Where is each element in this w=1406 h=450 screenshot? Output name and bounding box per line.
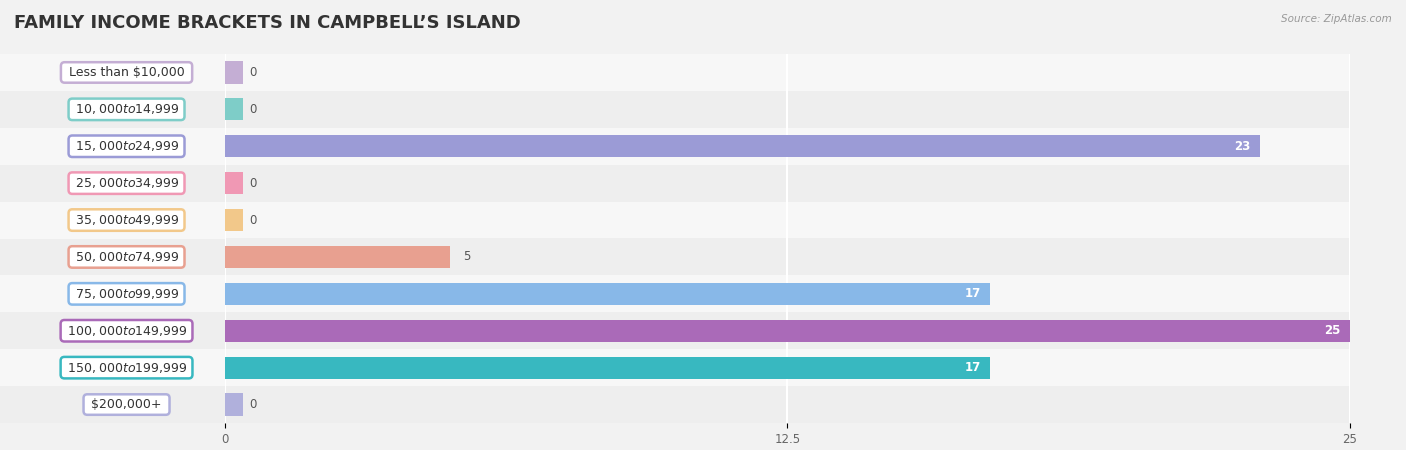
Text: $75,000 to $99,999: $75,000 to $99,999	[72, 287, 181, 301]
Bar	[225, 98, 243, 121]
Text: $25,000 to $34,999: $25,000 to $34,999	[72, 176, 181, 190]
Text: $200,000+: $200,000+	[87, 398, 166, 411]
Text: $15,000 to $24,999: $15,000 to $24,999	[72, 139, 181, 153]
Text: 17: 17	[965, 288, 981, 300]
Bar	[225, 91, 1350, 128]
Text: $50,000 to $74,999: $50,000 to $74,999	[72, 250, 181, 264]
Bar	[225, 393, 243, 416]
Text: 5: 5	[464, 251, 471, 263]
Bar	[225, 246, 450, 268]
Text: $35,000 to $49,999: $35,000 to $49,999	[72, 213, 181, 227]
Text: 25: 25	[1324, 324, 1341, 337]
Bar	[225, 61, 243, 84]
Bar	[225, 54, 1350, 91]
Text: 23: 23	[1234, 140, 1251, 153]
Text: 0: 0	[250, 103, 257, 116]
Text: $10,000 to $14,999: $10,000 to $14,999	[72, 102, 181, 117]
Bar	[225, 312, 1350, 349]
Bar	[225, 275, 1350, 312]
Bar	[225, 238, 1350, 275]
Bar	[225, 209, 243, 231]
Text: 17: 17	[965, 361, 981, 374]
Text: 0: 0	[250, 66, 257, 79]
Bar	[225, 128, 1350, 165]
Bar	[225, 283, 990, 305]
Bar	[225, 320, 1350, 342]
Bar	[225, 202, 1350, 238]
Text: Less than $10,000: Less than $10,000	[65, 66, 188, 79]
Text: 0: 0	[250, 177, 257, 189]
Bar	[225, 386, 1350, 423]
Bar	[225, 349, 1350, 386]
Text: 0: 0	[250, 214, 257, 226]
Bar	[225, 172, 243, 194]
Text: FAMILY INCOME BRACKETS IN CAMPBELL’S ISLAND: FAMILY INCOME BRACKETS IN CAMPBELL’S ISL…	[14, 14, 520, 32]
Bar	[225, 165, 1350, 202]
Bar	[225, 356, 990, 379]
Text: Source: ZipAtlas.com: Source: ZipAtlas.com	[1281, 14, 1392, 23]
Text: $100,000 to $149,999: $100,000 to $149,999	[65, 324, 188, 338]
Bar	[225, 135, 1260, 158]
Text: 0: 0	[250, 398, 257, 411]
Text: $150,000 to $199,999: $150,000 to $199,999	[65, 360, 188, 375]
